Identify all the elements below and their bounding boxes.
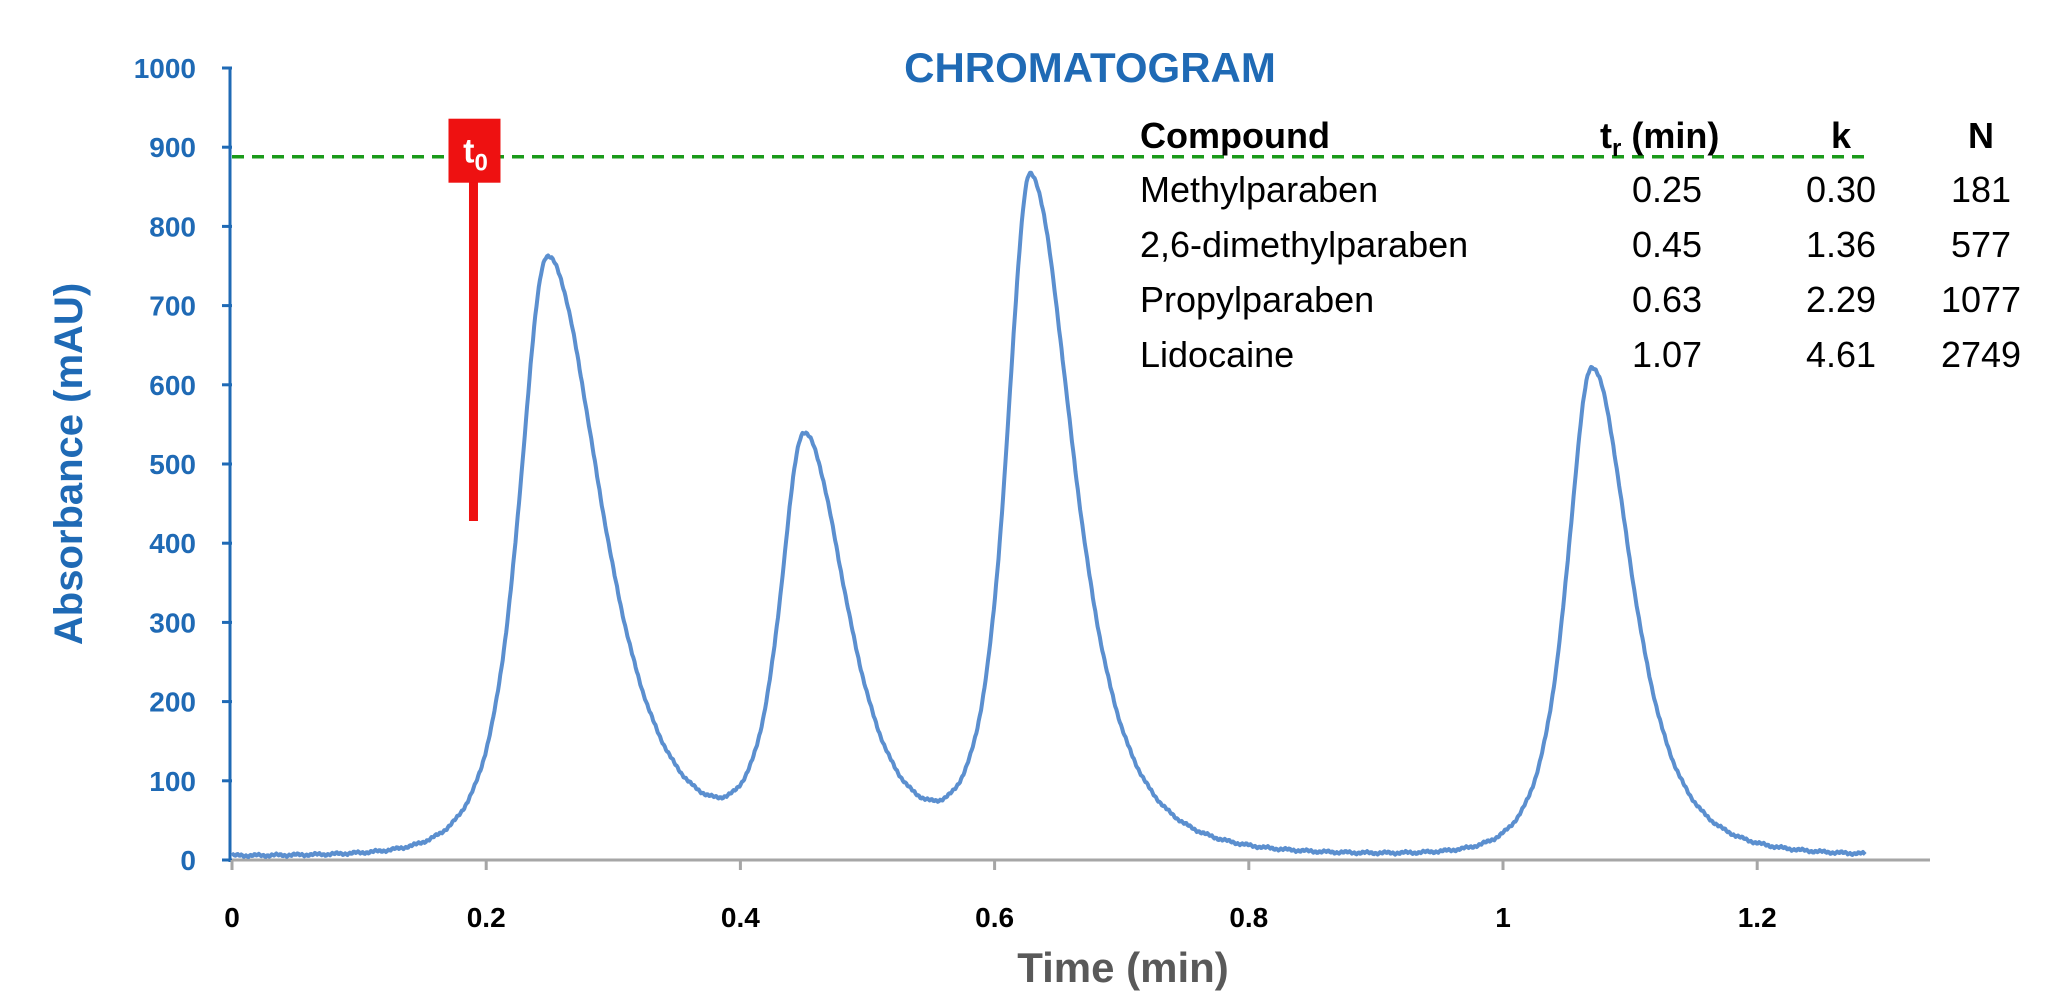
y-tick-label: 800 xyxy=(149,211,196,242)
table-cell: 0.30 xyxy=(1806,169,1876,210)
y-tick-label: 100 xyxy=(149,766,196,797)
x-axis-ticks: 0 0.2 0.4 0.6 0.8 1 1.2 xyxy=(224,860,1777,933)
table-cell: Propylparaben xyxy=(1140,279,1374,320)
x-tick-label: 0.8 xyxy=(1229,902,1268,933)
x-tick-label: 1 xyxy=(1495,902,1511,933)
table-cell: 577 xyxy=(1951,224,2011,265)
table-cell: Methylparaben xyxy=(1140,169,1378,210)
y-tick-label: 500 xyxy=(149,449,196,480)
x-tick-label: 0.2 xyxy=(467,902,506,933)
y-tick-label: 700 xyxy=(149,291,196,322)
chromatogram-trace xyxy=(230,170,1867,860)
t0-label: t0 xyxy=(463,133,488,177)
table-cell: Lidocaine xyxy=(1140,334,1294,375)
t0-box xyxy=(448,118,501,183)
table-cell: 0.25 xyxy=(1632,169,1702,210)
table-cell: 0.45 xyxy=(1632,224,1702,265)
y-axis-ticks: 0 100 200 300 400 500 600 700 800 900 1000 xyxy=(134,53,232,876)
table-header-compound: Compound xyxy=(1140,115,1330,156)
table-cell: 1.07 xyxy=(1632,334,1702,375)
table-cell: 181 xyxy=(1951,169,2011,210)
table-cell: 2,6-dimethylparaben xyxy=(1140,224,1468,265)
y-tick-label: 400 xyxy=(149,528,196,559)
y-tick-label: 0 xyxy=(180,845,196,876)
compound-table: Compound tr (min) k N Methylparaben 0.25 0… xyxy=(1140,115,2021,375)
x-tick-label: 1.2 xyxy=(1738,902,1777,933)
table-header-n: N xyxy=(1968,115,1994,156)
table-header-k: k xyxy=(1831,115,1852,156)
chart-title: CHROMATOGRAM xyxy=(904,44,1276,91)
table-cell: 2749 xyxy=(1941,334,2021,375)
table-cell: 1.36 xyxy=(1806,224,1876,265)
y-tick-label: 1000 xyxy=(134,53,196,84)
t0-marker: t0 xyxy=(448,118,501,522)
x-tick-label: 0 xyxy=(224,902,240,933)
table-cell: 0.63 xyxy=(1632,279,1702,320)
y-axis-label: Absorbance (mAU) xyxy=(47,283,91,645)
table-cell: 1077 xyxy=(1941,279,2021,320)
y-tick-label: 200 xyxy=(149,687,196,718)
x-tick-label: 0.6 xyxy=(975,902,1014,933)
table-header-tr: tr (min) xyxy=(1600,115,1719,162)
y-tick-label: 600 xyxy=(149,370,196,401)
table-cell: 4.61 xyxy=(1806,334,1876,375)
x-tick-label: 0.4 xyxy=(721,902,760,933)
table-cell: 2.29 xyxy=(1806,279,1876,320)
table-rows: Methylparaben 0.25 0.30 181 2,6-dimethylpara… xyxy=(1140,169,2021,375)
y-tick-label: 300 xyxy=(149,607,196,638)
y-tick-label: 900 xyxy=(149,132,196,163)
x-axis-label: Time (min) xyxy=(1017,944,1229,991)
